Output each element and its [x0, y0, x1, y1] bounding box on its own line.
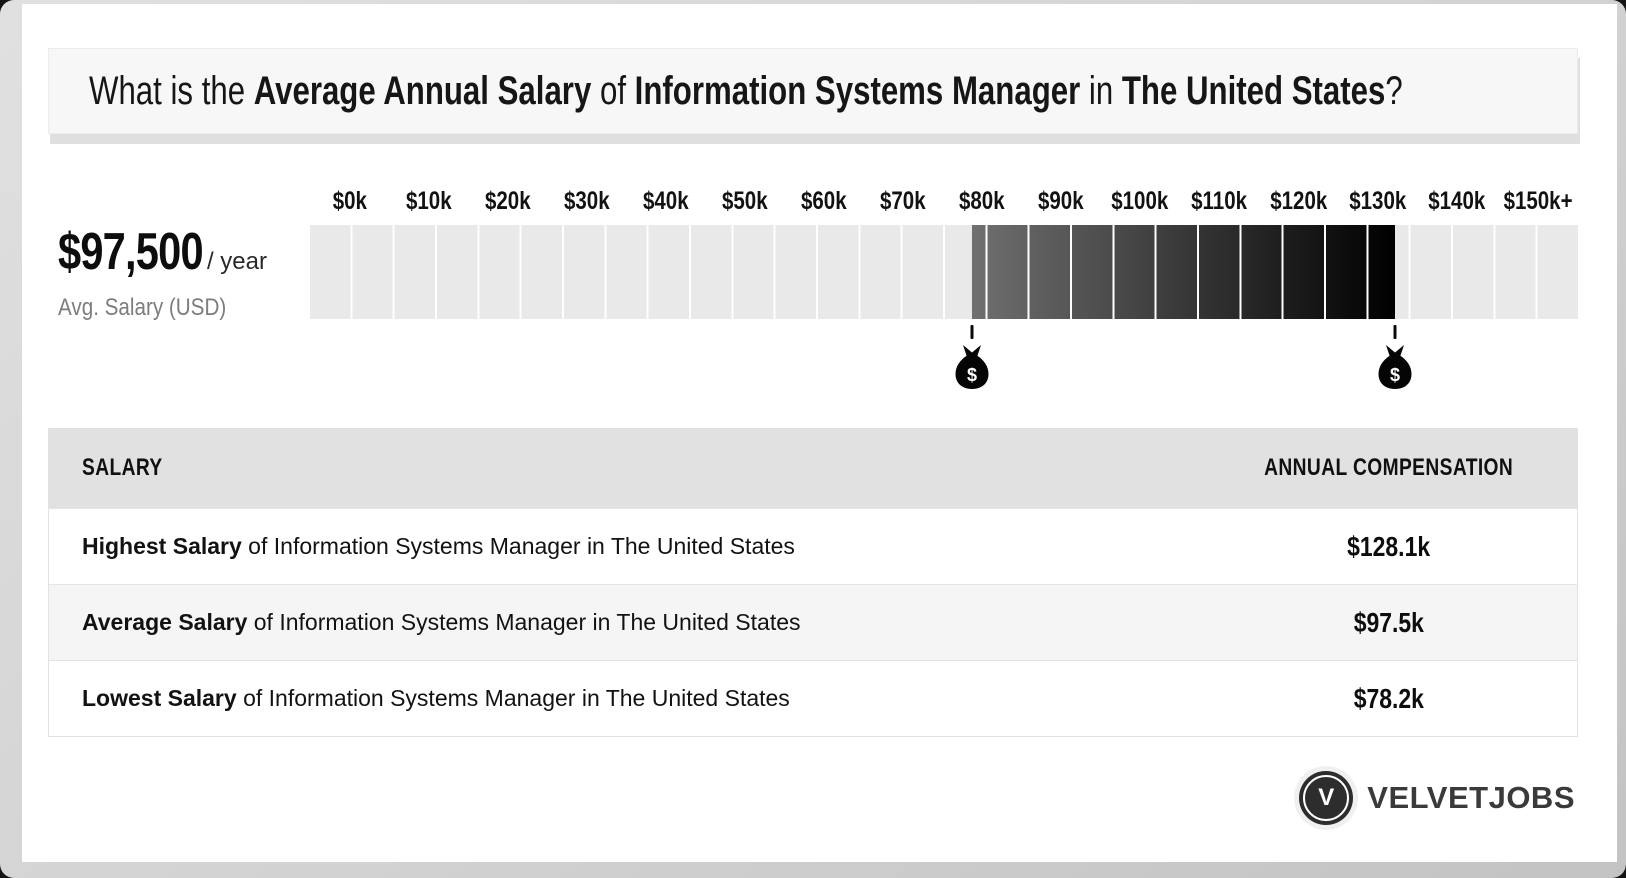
salary-column-header: SALARY: [82, 454, 163, 481]
scale-track: [310, 225, 1580, 319]
low-tick-mark: [970, 325, 974, 339]
axis-tick-label: $0k: [332, 187, 367, 215]
axis-tick-label: $20k: [484, 187, 531, 215]
axis-tick-label: $50k: [722, 187, 768, 215]
axis-tick-label: $90k: [1038, 187, 1084, 215]
axis-tick-label: $40k: [642, 187, 689, 215]
axis-tick-label: $10k: [405, 187, 452, 215]
svg-text:$: $: [967, 365, 977, 385]
axis-labels: $0k $10k $20k $30k $40k $50k $60k $70k $…: [310, 180, 1580, 216]
title-text: What is the: [89, 68, 254, 113]
page-title: What is the Average Annual Salary of Inf…: [89, 68, 1403, 113]
axis-tick-label: $80k: [959, 187, 1005, 215]
avg-salary-caption: Avg. Salary (USD): [58, 294, 227, 321]
average-salary-line: $97,500/ year: [58, 222, 313, 282]
title-highlight-location: The United States: [1121, 68, 1386, 113]
infographic-card: What is the Average Annual Salary of Inf…: [22, 4, 1617, 862]
money-bag-icon-high: $: [1378, 345, 1412, 389]
row-label-bold: Lowest Salary: [82, 685, 237, 711]
row-label-bold: Highest Salary: [82, 533, 242, 559]
compensation-column-header: ANNUAL COMPENSATION: [1264, 454, 1514, 481]
axis-tick-label: $120k: [1269, 187, 1327, 215]
title-box: What is the Average Annual Salary of Inf…: [48, 48, 1578, 134]
table-header-row: SALARY ANNUAL COMPENSATION: [49, 428, 1577, 508]
row-label-rest: of Information Systems Manager in The Un…: [241, 533, 795, 559]
axis-tick-label: $140k: [1427, 187, 1485, 215]
axis-tick-label: $70k: [880, 187, 926, 215]
highest-salary-value: $128.1k: [1347, 530, 1431, 562]
table-row-lowest: Lowest Salary of Information Systems Man…: [49, 660, 1577, 736]
velvetjobs-wordmark: VELVETJOBS: [1367, 780, 1575, 815]
axis-tick-label: $130k: [1348, 187, 1406, 215]
title-highlight-salary: Average Annual Salary: [253, 68, 592, 113]
table-row-highest: Highest Salary of Information Systems Ma…: [49, 508, 1577, 584]
row-label-rest: of Information Systems Manager in The Un…: [247, 609, 801, 635]
row-label-bold: Average Salary: [82, 609, 248, 635]
axis-tick-label: $100k: [1111, 187, 1169, 215]
logo-initial: V: [1318, 784, 1335, 811]
velvetjobs-logo[interactable]: V VELVETJOBS: [1299, 771, 1575, 825]
row-label-rest: of Information Systems Manager in The Un…: [236, 685, 790, 711]
average-salary-amount: $97,500: [58, 223, 204, 281]
axis-tick-label: $150k+: [1503, 187, 1573, 215]
axis-tick-label: $60k: [801, 187, 847, 215]
per-year-label: / year: [206, 248, 267, 275]
axis-tick-label: $110k: [1191, 187, 1248, 215]
average-salary-summary: $97,500/ year Avg. Salary (USD): [58, 222, 313, 322]
svg-text:$: $: [1390, 365, 1400, 385]
axis-tick-label: $30k: [563, 187, 610, 215]
title-highlight-job: Information Systems Manager: [634, 68, 1081, 113]
salary-table: SALARY ANNUAL COMPENSATION Highest Salar…: [48, 428, 1578, 737]
money-bag-icon-low: $: [955, 345, 989, 389]
lowest-salary-value: $78.2k: [1353, 682, 1425, 714]
high-tick-mark: [1393, 325, 1397, 339]
table-row-average: Average Salary of Information Systems Ma…: [49, 584, 1577, 660]
salary-range-chart: $ $: [310, 225, 1580, 405]
velvetjobs-logo-icon: V: [1299, 771, 1354, 825]
salary-range-overlay: [972, 225, 1395, 319]
average-salary-value: $97.5k: [1353, 606, 1425, 638]
